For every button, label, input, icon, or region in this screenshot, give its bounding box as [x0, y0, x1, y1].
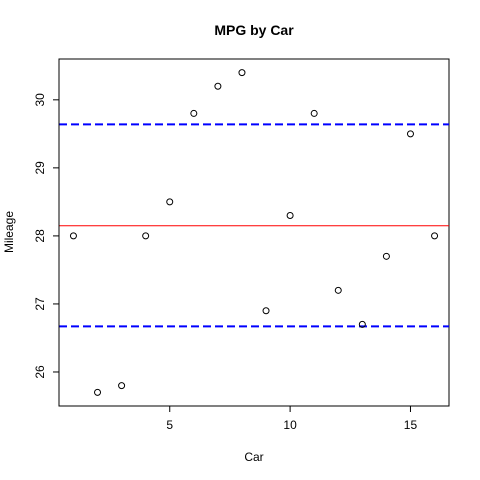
- data-point: [190, 109, 198, 117]
- data-point: [358, 320, 366, 328]
- y-tick-label: 26: [33, 365, 47, 379]
- data-point: [334, 286, 342, 294]
- reference-lines: [59, 123, 449, 328]
- x-tick-label: 15: [404, 418, 418, 432]
- data-point: [406, 130, 414, 138]
- data-point: [214, 82, 222, 90]
- data-point: [69, 232, 77, 240]
- y-tick-label: 27: [33, 297, 47, 311]
- plot-frame: [58, 58, 450, 407]
- y-tick-label: 30: [33, 93, 47, 107]
- data-point: [310, 109, 318, 117]
- data-point: [142, 232, 150, 240]
- data-point: [262, 307, 270, 315]
- data-points: [69, 69, 439, 396]
- data-point: [286, 211, 294, 219]
- data-point: [94, 388, 102, 396]
- data-point: [166, 198, 174, 206]
- y-axis: 26 27 28 29 30: [33, 93, 60, 379]
- x-axis: 5 10 15: [166, 405, 418, 432]
- y-axis-label: Mileage: [2, 211, 16, 253]
- data-point: [238, 69, 246, 77]
- x-tick-label: 5: [166, 418, 173, 432]
- y-tick-label: 29: [33, 161, 47, 175]
- y-tick-label: 28: [33, 229, 47, 243]
- data-point: [118, 382, 126, 390]
- x-tick-label: 10: [283, 418, 297, 432]
- x-axis-label: Car: [244, 450, 263, 464]
- chart-title: MPG by Car: [214, 22, 294, 38]
- data-point: [431, 232, 439, 240]
- data-point: [382, 252, 390, 260]
